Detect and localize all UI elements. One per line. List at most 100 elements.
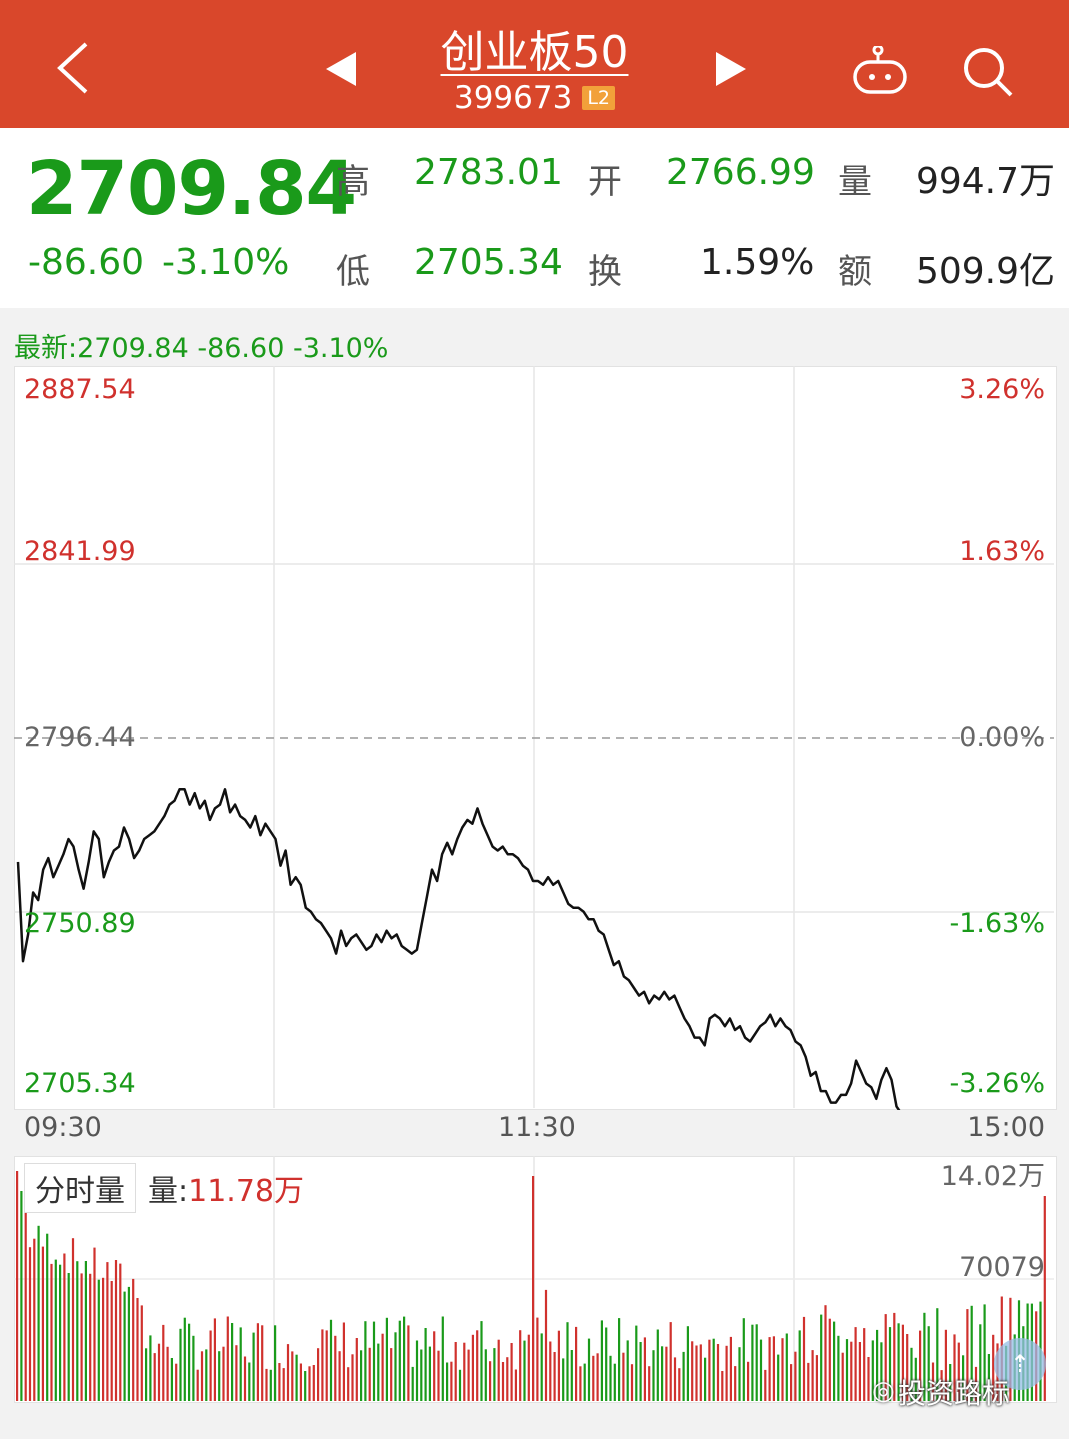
volume-bar [308,1366,311,1401]
volume-bar [424,1328,427,1401]
volume-bar [54,1259,57,1401]
volume-bar [360,1350,363,1401]
triangle-left-icon[interactable] [326,52,356,86]
volume-bar [321,1329,324,1401]
volume-readout: 量:11.78万 [148,1166,304,1210]
volume-bar [59,1264,62,1401]
volume-bar [274,1325,277,1401]
volume-bar [850,1341,853,1401]
volume-label: 量 [838,162,872,202]
volume-bar [583,1363,586,1401]
volume-bar [428,1346,431,1401]
volume-bar [721,1371,724,1401]
volume-bar [84,1261,87,1401]
volume-bar [235,1345,238,1401]
y-tick-right: -3.26% [949,1068,1045,1099]
volume-bar [914,1357,917,1401]
volume-bar [484,1349,487,1401]
triangle-right-icon[interactable] [716,52,746,86]
volume-bar [231,1323,234,1401]
volume-bar [1043,1196,1046,1401]
volume-bar [347,1367,350,1401]
volume-type-tab[interactable]: 分时量 [24,1163,136,1213]
volume-bar [635,1325,638,1401]
latest-quote-line: 最新:2709.84 -86.60 -3.10% [14,333,389,364]
volume-bar [983,1304,986,1401]
volume-bar [536,1317,539,1401]
chevron-left-icon[interactable] [52,38,96,98]
intraday-price-chart [14,366,1054,1110]
open-label: 开 [588,162,622,202]
volume-bar [93,1247,96,1401]
volume-bar [974,1366,978,1401]
volume-bar [261,1325,264,1401]
volume-bar [458,1369,462,1401]
volume-bar [807,1362,810,1401]
volume-bar [63,1253,66,1401]
search-icon[interactable] [962,46,1014,98]
volume-readout-label: 量: [148,1174,189,1209]
volume-bar [166,1346,169,1401]
volume-bar [661,1346,664,1401]
volume-bar [622,1352,625,1401]
volume-bar [20,1191,23,1401]
volume-bar [188,1323,191,1401]
turnover-value: 1.59% [700,242,815,283]
volume-bar [695,1345,698,1401]
volume-bar [454,1342,457,1401]
volume-bar [200,1351,204,1401]
page-title[interactable]: 创业板50 [440,27,629,78]
volume-bar [876,1329,879,1401]
volume-bar [566,1322,569,1401]
volume-bar [863,1328,866,1401]
volume-bar [936,1308,939,1401]
turnover-label: 换 [588,252,622,292]
volume-bar [712,1338,715,1401]
volume-bar [600,1320,603,1401]
volume-bar [450,1361,453,1401]
volume-bar [897,1323,900,1401]
volume-bar [755,1324,758,1401]
volume-bar [570,1350,573,1401]
volume-bar [102,1277,105,1401]
volume-max-label: 14.02万 [940,1161,1045,1192]
volume-bar [157,1343,161,1401]
volume-bar [605,1327,608,1401]
volume-bar [802,1316,806,1401]
volume-mid-label: 70079 [959,1252,1045,1283]
volume-bar [772,1336,775,1401]
low-value: 2705.34 [414,242,563,283]
volume-bar [446,1362,449,1401]
volume-bar [931,1362,935,1401]
volume-bar [175,1363,178,1401]
volume-bar [979,1324,982,1401]
volume-bar [136,1298,139,1401]
arrow-up-icon[interactable]: ⇡ [994,1338,1046,1390]
volume-bar [415,1340,419,1401]
robot-icon[interactable] [852,46,908,96]
y-tick-right: 3.26% [959,374,1045,405]
volume-bar [381,1333,384,1401]
volume-bar [256,1323,259,1401]
volume-bar [699,1344,702,1401]
volume-bar [46,1233,49,1401]
volume-bar [553,1352,556,1401]
quote-panel: 2709.84 -86.60 -3.10% 高 2783.01 开 2766.9… [0,128,1069,308]
volume-bar [291,1351,294,1401]
volume-bar [467,1349,470,1401]
x-tick: 09:30 [24,1112,102,1143]
volume-bar [708,1339,711,1401]
volume-bar [372,1321,376,1401]
volume-bar [269,1369,272,1401]
last-price: 2709.84 [26,146,357,232]
volume-bar [106,1262,109,1401]
volume-bar [549,1341,552,1401]
volume-bar [648,1366,651,1401]
volume-value: 994.7万 [915,161,1055,202]
volume-bar [411,1366,414,1401]
volume-bar [523,1340,526,1401]
volume-bar [16,1171,19,1401]
volume-bar [437,1350,440,1401]
volume-bar [394,1332,397,1401]
volume-bar [325,1330,328,1401]
